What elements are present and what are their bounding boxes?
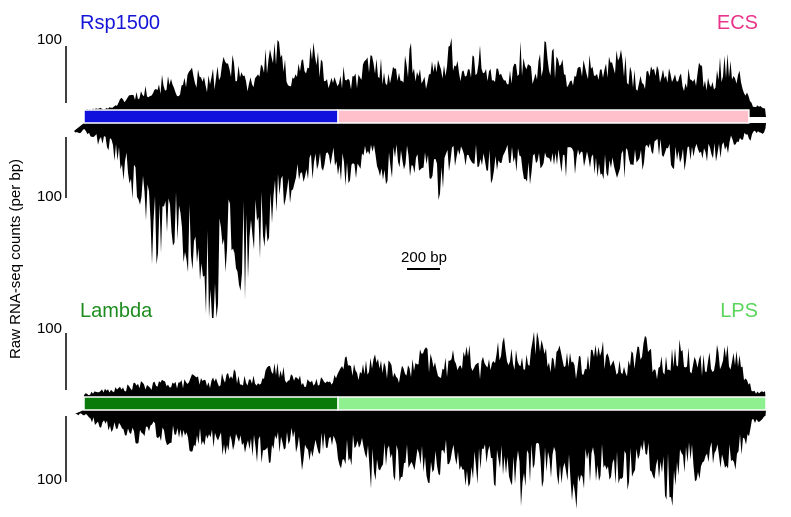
segment-bar-rsp1500 bbox=[83, 109, 339, 124]
label-lps: LPS bbox=[720, 300, 758, 322]
label-ecs: ECS bbox=[717, 12, 758, 34]
minus-strand-area bbox=[74, 410, 766, 509]
label-lambda: Lambda bbox=[80, 300, 153, 322]
panels: 100 100 Rsp1500 ECS 100 100 Lambda LPS bbox=[37, 12, 767, 509]
panel-top: 100 100 Rsp1500 ECS bbox=[37, 12, 766, 318]
y-tick-label-top: 100 bbox=[37, 320, 62, 337]
label-rsp1500: Rsp1500 bbox=[80, 12, 160, 34]
y-tick-label-bottom: 100 bbox=[37, 471, 62, 488]
scale-bar-label: 200 bp bbox=[401, 249, 447, 266]
panel-bottom: 100 100 Lambda LPS bbox=[37, 300, 767, 509]
y-tick-label-bottom: 100 bbox=[37, 188, 62, 205]
minus-strand-area bbox=[74, 123, 766, 318]
plus-strand-area bbox=[84, 331, 766, 404]
y-axis-label: Raw RNA-seq counts (per bp) bbox=[7, 159, 24, 359]
scale-bar: 200 bp bbox=[401, 249, 447, 270]
segment-bar-lambda bbox=[83, 396, 339, 411]
y-tick-label-top: 100 bbox=[37, 31, 62, 48]
segment-bar-lps bbox=[337, 396, 767, 411]
segment-bar-ecs bbox=[337, 109, 750, 124]
plus-strand-area bbox=[84, 37, 766, 118]
